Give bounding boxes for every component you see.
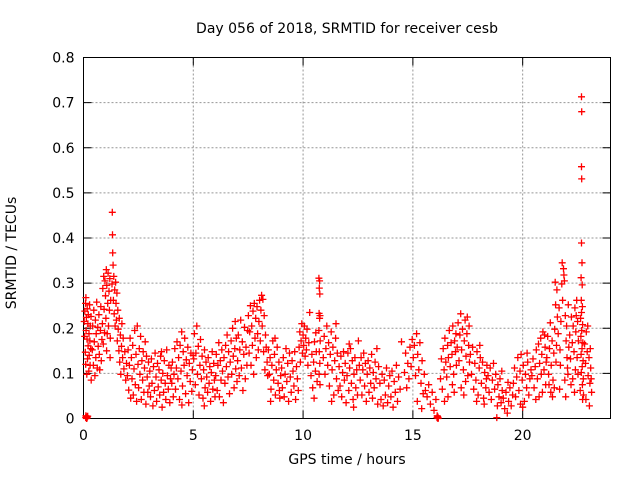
x-tick-label: 20	[514, 428, 532, 444]
x-axis-label: GPS time / hours	[288, 452, 405, 468]
x-tick-label: 15	[404, 428, 422, 444]
data-points	[80, 93, 596, 422]
x-tick-label: 0	[79, 428, 88, 444]
y-tick-label: 0.3	[52, 276, 74, 292]
scatter-markers	[80, 93, 596, 422]
y-tick-label: 0.4	[52, 231, 74, 247]
chart-title: Day 056 of 2018, SRMTID for receiver ces…	[196, 21, 498, 37]
axis-tick-labels: 0 5 10 15 20 0 0.1 0.2 0.3 0.4 0.5 0.6 0.7 0.8	[52, 51, 531, 445]
x-tick-label: 10	[294, 428, 312, 444]
y-tick-label: 0.7	[52, 96, 74, 112]
plot-border	[83, 57, 611, 419]
y-tick-label: 0	[66, 412, 75, 428]
y-tick-label: 0.8	[52, 51, 74, 67]
y-axis-label: SRMTID / TECUs	[4, 197, 20, 310]
y-tick-label: 0.5	[52, 186, 74, 202]
gridlines	[83, 57, 611, 419]
axis-ticks	[83, 57, 611, 419]
y-tick-label: 0.6	[52, 141, 74, 157]
x-tick-label: 5	[189, 428, 198, 444]
y-tick-label: 0.1	[52, 366, 74, 382]
y-tick-label: 0.2	[52, 321, 74, 337]
